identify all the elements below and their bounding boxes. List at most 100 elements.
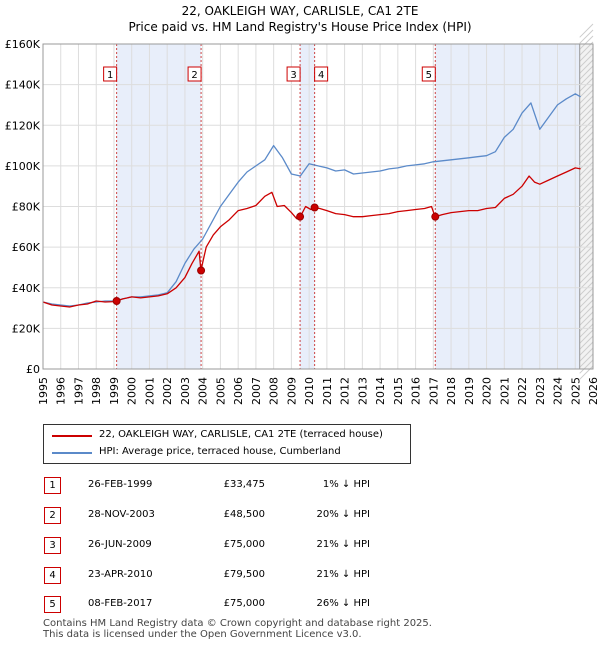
x-tick-label: 2026	[587, 377, 600, 405]
forecast-hatch-line	[579, 323, 594, 338]
forecast-hatch-line	[579, 131, 594, 146]
forecast-hatch-line	[579, 329, 594, 344]
forecast-hatch-line	[579, 269, 594, 284]
forecast-hatch-line	[579, 167, 594, 182]
sale-price: £48,500	[223, 509, 265, 520]
forecast-hatch-line	[579, 317, 594, 332]
x-tick-label: 2010	[303, 377, 316, 405]
forecast-hatch-line	[579, 263, 594, 278]
forecast-hatch-line	[579, 353, 594, 368]
sale-number-box-frame	[286, 66, 301, 82]
forecast-hatch-line	[579, 23, 594, 38]
x-tick-label: 2009	[285, 377, 298, 405]
x-tick-label: 1999	[108, 377, 121, 405]
x-tick-label: 2007	[250, 377, 263, 405]
forecast-hatch-line	[579, 179, 594, 194]
sale-hpi-diff: 21% ↓ HPI	[316, 539, 370, 550]
forecast-hatch-line	[579, 95, 594, 110]
sale-date: 23-APR-2010	[88, 569, 153, 580]
forecast-hatch-line	[579, 71, 594, 86]
sale-number-label: 1	[107, 70, 113, 81]
forecast-hatch-line	[579, 149, 594, 164]
x-tick-label: 2006	[232, 377, 245, 405]
y-tick-label: £120K	[5, 119, 41, 132]
sale-point	[112, 297, 121, 306]
forecast-hatch-line	[579, 107, 594, 122]
sale-price: £75,000	[223, 539, 265, 550]
x-tick-label: 2008	[268, 377, 281, 405]
forecast-hatch-line	[579, 311, 594, 326]
sale-price: £75,000	[223, 598, 265, 609]
sale-number-badge: 1	[44, 477, 61, 494]
forecast-hatch-line	[579, 47, 594, 62]
x-tick-label: 2013	[356, 377, 369, 405]
sale-price: £79,500	[223, 569, 265, 580]
x-tick-label: 2018	[445, 377, 458, 405]
sale-point	[197, 266, 206, 275]
sale-point	[296, 212, 305, 221]
forecast-hatch-line	[579, 347, 594, 362]
forecast-hatch-line	[579, 275, 594, 290]
forecast-hatch-line	[579, 257, 594, 272]
x-tick-label: 2015	[392, 377, 405, 405]
sale-number-box-frame	[421, 66, 436, 82]
sale-number-box: 3	[286, 66, 301, 82]
forecast-hatch-line	[579, 173, 594, 188]
x-tick-label: 2016	[410, 377, 423, 405]
sale-hpi-diff: 26% ↓ HPI	[316, 598, 370, 609]
x-tick-label: 1997	[72, 377, 85, 405]
forecast-hatch-line	[579, 221, 594, 236]
sale-date: 28-NOV-2003	[88, 509, 155, 520]
sale-hpi-diff: 21% ↓ HPI	[316, 569, 370, 580]
forecast-hatch-line	[579, 35, 594, 50]
x-tick-label: 2020	[481, 377, 494, 405]
forecast-hatch-line	[579, 65, 594, 80]
footer-licence: This data is licensed under the Open Gov…	[43, 629, 362, 640]
y-tick-label: £20K	[12, 322, 41, 335]
y-tick-label: £100K	[5, 160, 41, 173]
x-tick-label: 2024	[552, 377, 565, 405]
table-row: 1 26-FEB-1999 £33,475 1% ↓ HPI	[0, 477, 600, 497]
x-tick-label: 2023	[534, 377, 547, 405]
sale-date: 26-JUN-2009	[88, 539, 152, 550]
forecast-hatch-line	[579, 161, 594, 176]
chart-title: 22, OAKLEIGH WAY, CARLISLE, CA1 2TE	[181, 4, 419, 18]
sale-hpi-diff: 20% ↓ HPI	[316, 509, 370, 520]
sale-date: 08-FEB-2017	[88, 598, 153, 609]
forecast-hatch-line	[579, 197, 594, 212]
sale-number-label: 2	[191, 70, 197, 81]
sale-number-badge: 5	[44, 596, 61, 613]
forecast-hatch-line	[579, 29, 594, 44]
sale-number-badge: 2	[44, 507, 61, 524]
y-tick-label: £0	[26, 363, 40, 376]
forecast-hatch-line	[579, 281, 594, 296]
forecast-hatch-line	[579, 305, 594, 320]
forecast-hatch-line	[579, 155, 594, 170]
table-row: 5 08-FEB-2017 £75,000 26% ↓ HPI	[0, 596, 600, 616]
forecast-hatch-line	[579, 365, 594, 380]
forecast-region	[579, 23, 594, 380]
y-tick-label: £40K	[12, 282, 41, 295]
sale-point	[431, 212, 440, 221]
x-tick-label: 2019	[463, 377, 476, 405]
sale-number-label: 5	[426, 70, 432, 81]
forecast-hatch-line	[579, 251, 594, 266]
forecast-hatch-line	[579, 119, 594, 134]
sale-price: £33,475	[223, 479, 265, 490]
forecast-hatch-line	[579, 137, 594, 152]
chart-subtitle: Price paid vs. HM Land Registry's House …	[128, 20, 472, 34]
sale-number-badge: 4	[44, 567, 61, 584]
sale-number-badge: 3	[44, 537, 61, 554]
sale-number-label: 4	[318, 70, 324, 81]
table-row: 3 26-JUN-2009 £75,000 21% ↓ HPI	[0, 537, 600, 557]
plot-frame	[42, 43, 594, 370]
x-tick-label: 1995	[37, 377, 50, 405]
x-tick-label: 2004	[197, 377, 210, 405]
forecast-hatch-line	[579, 233, 594, 248]
table-row: 4 23-APR-2010 £79,500 21% ↓ HPI	[0, 567, 600, 587]
y-tick-label: £160K	[5, 38, 41, 51]
forecast-hatch-line	[579, 227, 594, 242]
chart-legend: 22, OAKLEIGH WAY, CARLISLE, CA1 2TE (ter…	[43, 424, 411, 464]
forecast-hatch-line	[579, 245, 594, 260]
sale-number-box: 4	[314, 66, 329, 82]
